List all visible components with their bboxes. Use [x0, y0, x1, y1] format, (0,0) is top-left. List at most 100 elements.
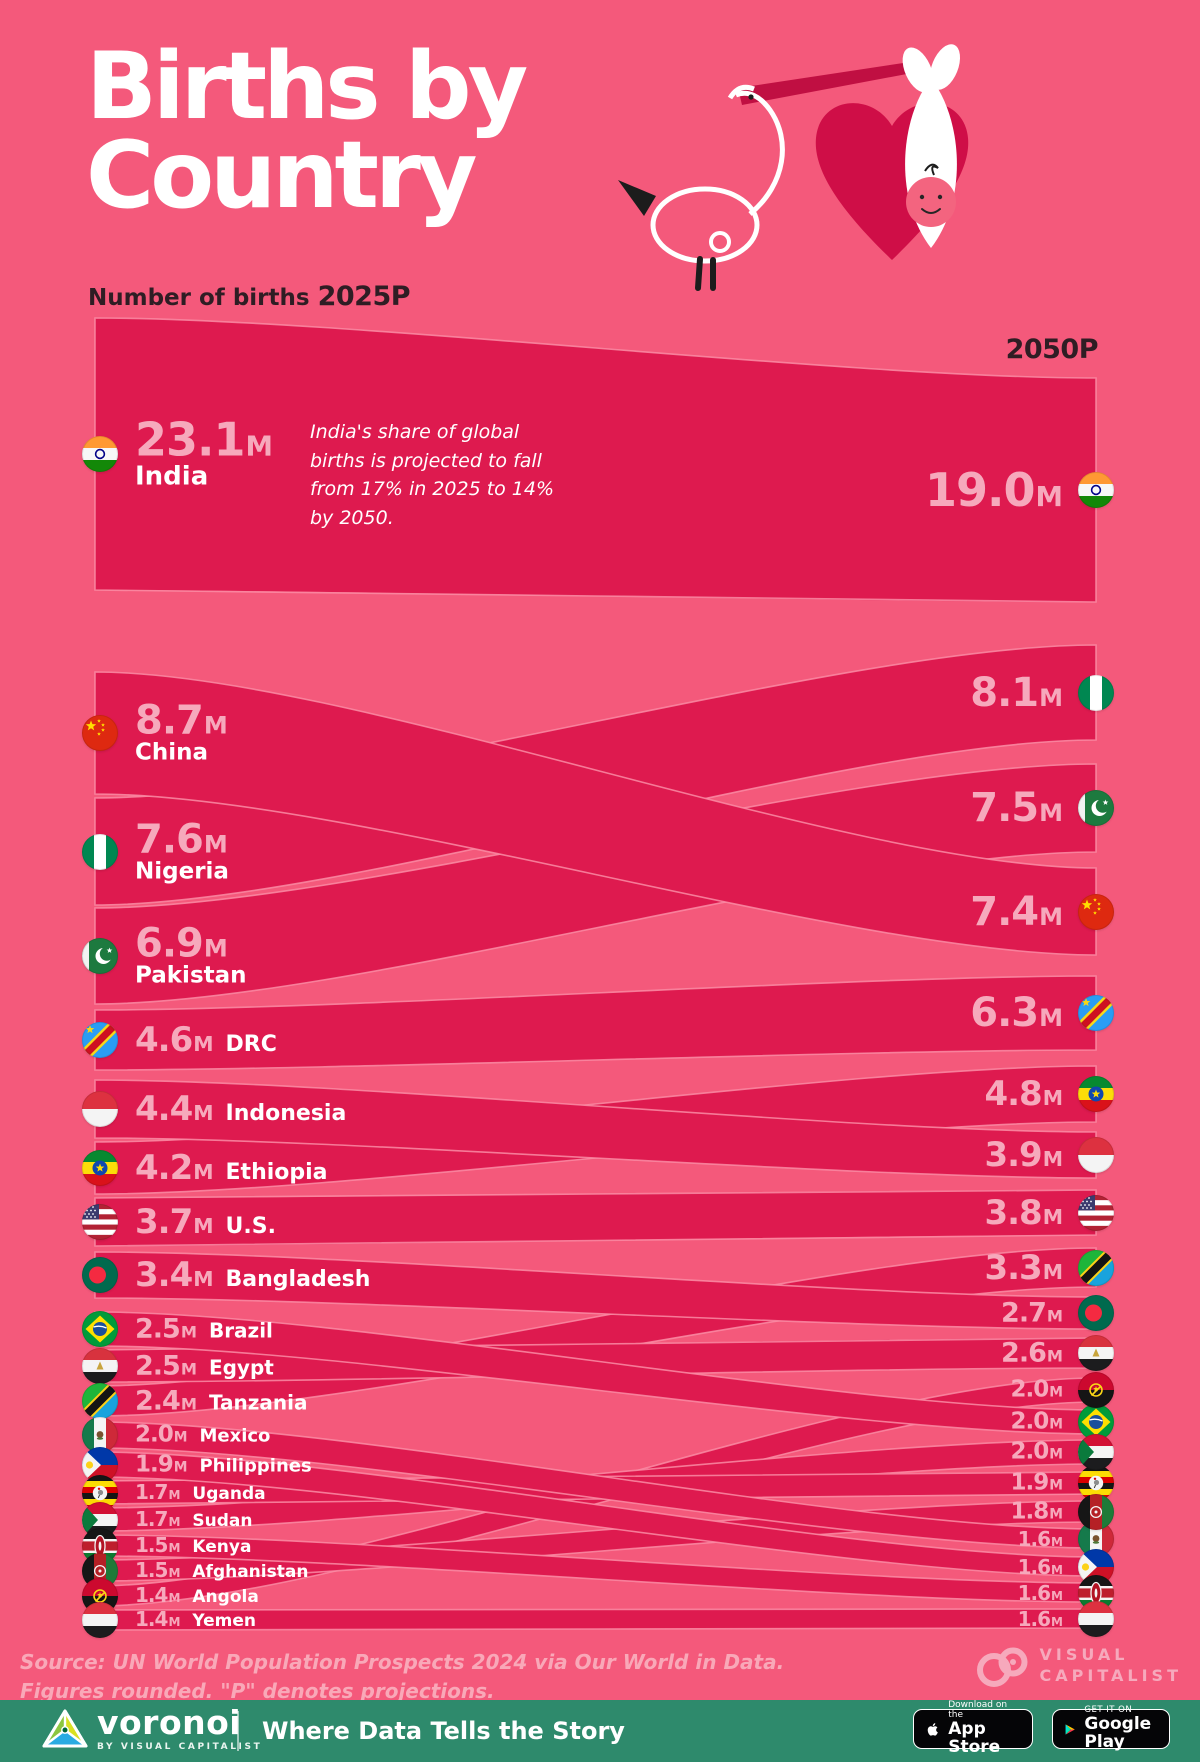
country-row-right-china: 7.4M	[970, 889, 1063, 935]
country-row-right-yemen: 1.6M	[1017, 1607, 1063, 1631]
country-name: DRC	[225, 1031, 277, 1057]
value-2050: 2.0M	[1010, 1438, 1063, 1465]
country-row-left-nigeria: 7.6M Nigeria	[135, 819, 229, 884]
value-2025: 23.1M	[135, 412, 273, 467]
flag-icon-china-2025	[82, 715, 118, 751]
flag-icon-ethiopia-2050	[1078, 1076, 1114, 1112]
axis-label-2050: 2050P	[1005, 334, 1099, 365]
voronoi-icon	[42, 1709, 88, 1748]
value-2025: 3.4M	[135, 1254, 214, 1295]
value-2025: 7.6M	[135, 816, 228, 863]
country-row-right-philippines: 1.6M	[1018, 1557, 1063, 1577]
flag-icon-tanzania-2025	[82, 1383, 118, 1419]
value-2025: 4.6M	[135, 1019, 214, 1060]
country-row-right-afghanistan: 1.8M	[1010, 1498, 1063, 1525]
country-row-left-indonesia: 4.4M Indonesia	[135, 1092, 346, 1126]
flag-icon-us-2050	[1078, 1195, 1114, 1231]
country-row-left-china: 8.7M China	[135, 700, 228, 765]
country-name: U.S.	[225, 1213, 276, 1239]
country-row-right-sudan: 2.0M	[1010, 1438, 1063, 1465]
country-name: Afghanistan	[192, 1562, 309, 1583]
footer-tagline: Where Data Tells the Story	[262, 1717, 625, 1745]
value-2050: 3.9M	[984, 1135, 1063, 1175]
country-row-left-philippines: 1.9M Philippines	[135, 1451, 312, 1478]
country-name: Kenya	[192, 1537, 252, 1558]
value-2025: 1.4M	[135, 1583, 180, 1608]
flow-drc	[94, 975, 1097, 1071]
country-name: Uganda	[192, 1484, 266, 1505]
flag-icon-us-2025	[82, 1204, 118, 1240]
value-2050: 1.8M	[1010, 1498, 1063, 1525]
app-store-badge[interactable]: Download on the App Store	[913, 1700, 1033, 1756]
country-name: Sudan	[192, 1511, 253, 1532]
country-name: India	[135, 461, 209, 492]
flag-icon-india-2025	[82, 436, 118, 472]
value-2050: 6.3M	[970, 990, 1063, 1036]
flag-icon-angola-2050	[1078, 1372, 1114, 1408]
value-2050: 1.9M	[1010, 1469, 1063, 1496]
value-2025: 2.0M	[135, 1421, 187, 1448]
flag-icon-brazil-2050	[1078, 1404, 1114, 1440]
value-2025: 2.5M	[135, 1313, 197, 1345]
play-icon	[1065, 1723, 1075, 1735]
flag-icon-yemen-2025	[82, 1602, 118, 1638]
value-2025: 2.4M	[135, 1385, 197, 1417]
country-name: Angola	[192, 1587, 259, 1608]
value-2050: 7.4M	[970, 889, 1063, 935]
country-row-right-drc: 6.3M	[970, 990, 1063, 1036]
country-row-left-angola: 1.4M Angola	[135, 1585, 259, 1607]
footer-bar: voronoi BY VISUAL CAPITALIST Where Data …	[0, 1700, 1200, 1762]
country-name: Pakistan	[135, 962, 247, 989]
value-2025: 1.9M	[135, 1451, 187, 1478]
country-row-right-uganda: 1.9M	[1010, 1469, 1063, 1496]
flag-icon-mexico-2025	[82, 1417, 118, 1453]
country-row-left-kenya: 1.5M Kenya	[135, 1535, 251, 1557]
flag-icon-indonesia-2025	[82, 1091, 118, 1127]
flag-icon-egypt-2025	[82, 1348, 118, 1384]
flag-icon-nigeria-2050	[1078, 675, 1114, 711]
country-name: Brazil	[208, 1318, 273, 1343]
value-2050: 2.7M	[1001, 1297, 1063, 1329]
country-row-right-pakistan: 7.5M	[970, 785, 1063, 831]
flag-icon-afghanistan-2050	[1078, 1494, 1114, 1530]
value-2050: 1.6M	[1017, 1607, 1063, 1631]
value-2050: 2.0M	[1010, 1408, 1063, 1435]
country-row-right-tanzania: 3.3M	[984, 1251, 1063, 1285]
country-name: Indonesia	[225, 1100, 347, 1126]
value-2050: 2.6M	[1001, 1337, 1063, 1369]
footer-divider	[237, 1711, 239, 1751]
value-2050: 19.0M	[925, 463, 1063, 517]
country-row-left-afghanistan: 1.5M Afghanistan	[135, 1560, 308, 1582]
title-line1: Births by	[86, 32, 528, 140]
value-2050: 7.5M	[970, 785, 1063, 831]
country-row-left-pakistan: 6.9M Pakistan	[135, 923, 247, 988]
value-2025: 1.5M	[135, 1558, 180, 1583]
flow-india	[94, 317, 1097, 603]
country-row-left-us: 3.7M U.S.	[135, 1205, 276, 1239]
visual-capitalist-logo: VISUAL CAPITALIST	[972, 1642, 1182, 1690]
title-line2: Country	[86, 121, 478, 230]
axis-label-2025: Number of births 2025P	[88, 281, 411, 312]
flag-icon-nigeria-2025	[82, 834, 118, 870]
country-name: Bangladesh	[225, 1266, 371, 1292]
value-2025: 3.7M	[135, 1201, 214, 1242]
country-name: Mexico	[199, 1425, 271, 1447]
country-row-left-brazil: 2.5M Brazil	[135, 1316, 273, 1343]
visual-capitalist-icon	[976, 1647, 1028, 1687]
country-row-left-mexico: 2.0M Mexico	[135, 1421, 271, 1448]
country-row-left-sudan: 1.7M Sudan	[135, 1509, 252, 1531]
voronoi-byline: BY VISUAL CAPITALIST	[97, 1742, 263, 1752]
value-2050: 4.8M	[984, 1074, 1063, 1114]
value-2025: 4.2M	[135, 1147, 214, 1188]
country-row-right-india: 19.0M	[925, 463, 1063, 517]
flag-icon-egypt-2050	[1078, 1335, 1114, 1371]
country-row-right-bangladesh: 2.7M	[1001, 1297, 1063, 1329]
value-2025: 1.7M	[135, 1507, 180, 1532]
flow-china	[94, 671, 1097, 956]
country-row-left-uganda: 1.7M Uganda	[135, 1482, 266, 1504]
value-2050: 3.8M	[984, 1193, 1063, 1233]
google-play-badge[interactable]: GET IT ON Google Play	[1052, 1706, 1170, 1751]
country-row-right-egypt: 2.6M	[1001, 1337, 1063, 1369]
